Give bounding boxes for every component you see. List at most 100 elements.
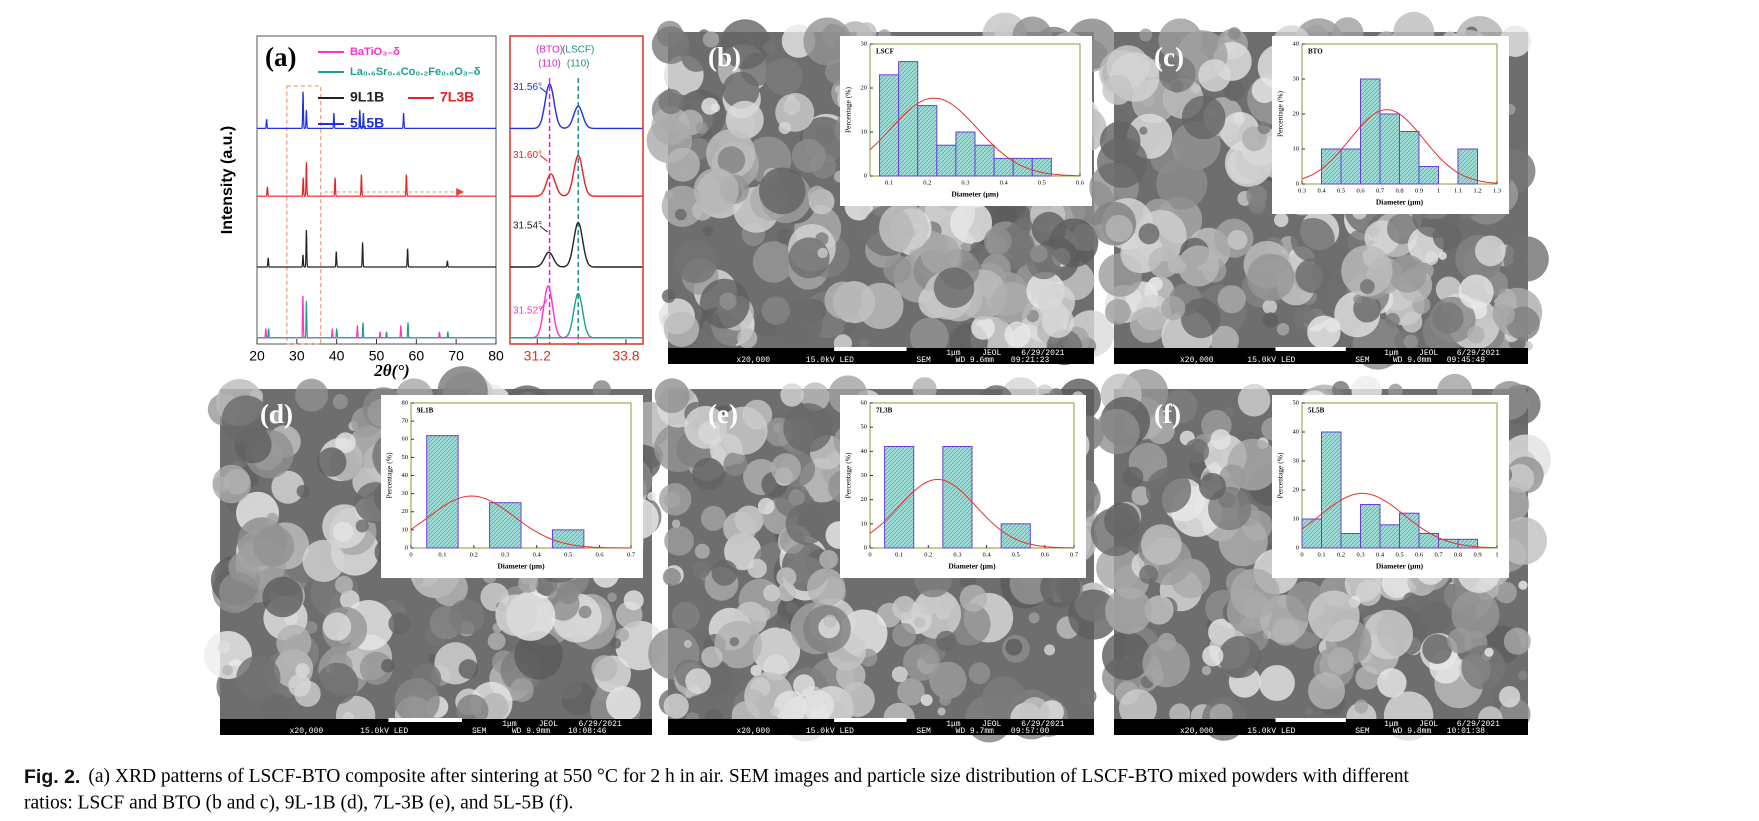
particle — [1467, 325, 1485, 344]
x-tick-label: 1.3 — [1493, 187, 1501, 194]
bar — [879, 74, 900, 177]
particle — [317, 447, 347, 477]
particle — [896, 595, 914, 613]
x-tick-label: 0.3 — [501, 551, 509, 558]
particle — [610, 638, 622, 649]
x-tick-label: 0.7 — [627, 551, 636, 558]
bar — [426, 435, 459, 549]
bar — [1360, 78, 1381, 185]
particle — [654, 378, 690, 414]
particle — [557, 582, 579, 605]
particle — [487, 632, 506, 650]
particle — [719, 406, 768, 455]
particle — [259, 692, 291, 724]
particle — [1105, 298, 1131, 325]
particle — [607, 592, 617, 603]
particle — [662, 568, 682, 587]
particle — [1308, 672, 1345, 710]
y-tick-label: 0 — [1296, 180, 1299, 187]
x-tick-label: 0 — [868, 551, 871, 558]
y-tick-label: 70 — [402, 418, 409, 425]
particle — [1217, 285, 1246, 314]
particle — [684, 689, 693, 699]
particle — [692, 457, 725, 491]
particle — [840, 682, 875, 717]
y-tick-label: 10 — [1293, 515, 1300, 522]
particle — [322, 612, 352, 641]
particle — [1079, 687, 1097, 705]
sem-info-text: 1μm — [1384, 349, 1399, 358]
particle — [661, 289, 676, 303]
particle — [939, 693, 952, 706]
particle — [1353, 294, 1363, 304]
particle — [222, 664, 234, 676]
sem-info-text: WD 9.7mm — [956, 727, 995, 736]
particle — [1295, 258, 1331, 294]
particle — [1505, 463, 1535, 493]
peak-shift-arrow — [539, 225, 548, 233]
particle — [335, 575, 353, 594]
particle — [592, 380, 611, 399]
x-tick-label: 0.2 — [924, 551, 932, 558]
particle — [819, 550, 838, 569]
particle — [1518, 580, 1528, 590]
particle — [1332, 381, 1350, 399]
y-tick-label: 60 — [861, 399, 868, 406]
y-tick-label: 10 — [861, 128, 868, 135]
particle — [1118, 689, 1157, 728]
x-tick-label: 70 — [448, 348, 464, 364]
particle — [1495, 581, 1517, 604]
zoom-arrowhead — [456, 188, 465, 196]
y-tick-label: 20 — [1293, 486, 1300, 493]
particle — [1102, 631, 1151, 681]
x-tick-label: 0.1 — [895, 551, 903, 558]
particle — [431, 570, 468, 607]
particle — [615, 628, 629, 642]
x-tick-label: 0.5 — [1012, 551, 1020, 558]
x-tick-label: 1.2 — [1473, 187, 1481, 194]
panel-label: (d) — [260, 399, 293, 429]
inset-frame — [509, 35, 644, 345]
particle — [1177, 245, 1220, 287]
particle — [755, 607, 771, 622]
y-tick-label: 0 — [1296, 544, 1299, 551]
particle — [891, 666, 908, 683]
particle — [1202, 645, 1224, 667]
particle — [212, 464, 251, 504]
x-tick-label: 0.8 — [1454, 551, 1462, 558]
particle — [683, 639, 692, 648]
particle — [765, 57, 803, 96]
x-axis-label: Diameter (μm) — [1376, 198, 1424, 207]
y-tick-label: 30 — [1293, 75, 1300, 82]
particle — [693, 167, 739, 213]
sem-info-text: JEOL — [1419, 349, 1438, 358]
particle — [355, 519, 369, 533]
xrd-inset-pattern — [510, 83, 643, 130]
sem-info-text: WD 9.6mm — [956, 356, 995, 365]
sem-info-text: 6/29/2021 — [1457, 720, 1500, 729]
particle — [892, 623, 916, 647]
x-tick-label: 60 — [409, 348, 425, 364]
sem-info-text: 1μm — [1384, 720, 1399, 729]
particle — [711, 559, 738, 586]
particle — [394, 678, 440, 724]
y-tick-label: 20 — [861, 84, 868, 91]
sem-info-text: JEOL — [982, 720, 1001, 729]
particle — [458, 659, 479, 679]
particle — [778, 121, 791, 135]
x-tick-label: 0.5 — [1337, 187, 1345, 194]
sem-info-text: x20,000 — [1180, 727, 1214, 736]
particle — [752, 241, 795, 283]
particle — [495, 594, 538, 637]
particle — [1475, 235, 1506, 267]
particle — [663, 693, 689, 719]
fit-curve — [869, 479, 1075, 549]
particle — [295, 663, 310, 678]
x-tick-label: 0.3 — [953, 551, 961, 558]
particle — [262, 576, 304, 618]
y-tick-label: 60 — [402, 436, 409, 443]
particle — [333, 521, 354, 542]
particle — [692, 560, 710, 579]
inset-title: 7L3B — [876, 407, 893, 415]
sem-info-text: x20,000 — [736, 727, 770, 736]
